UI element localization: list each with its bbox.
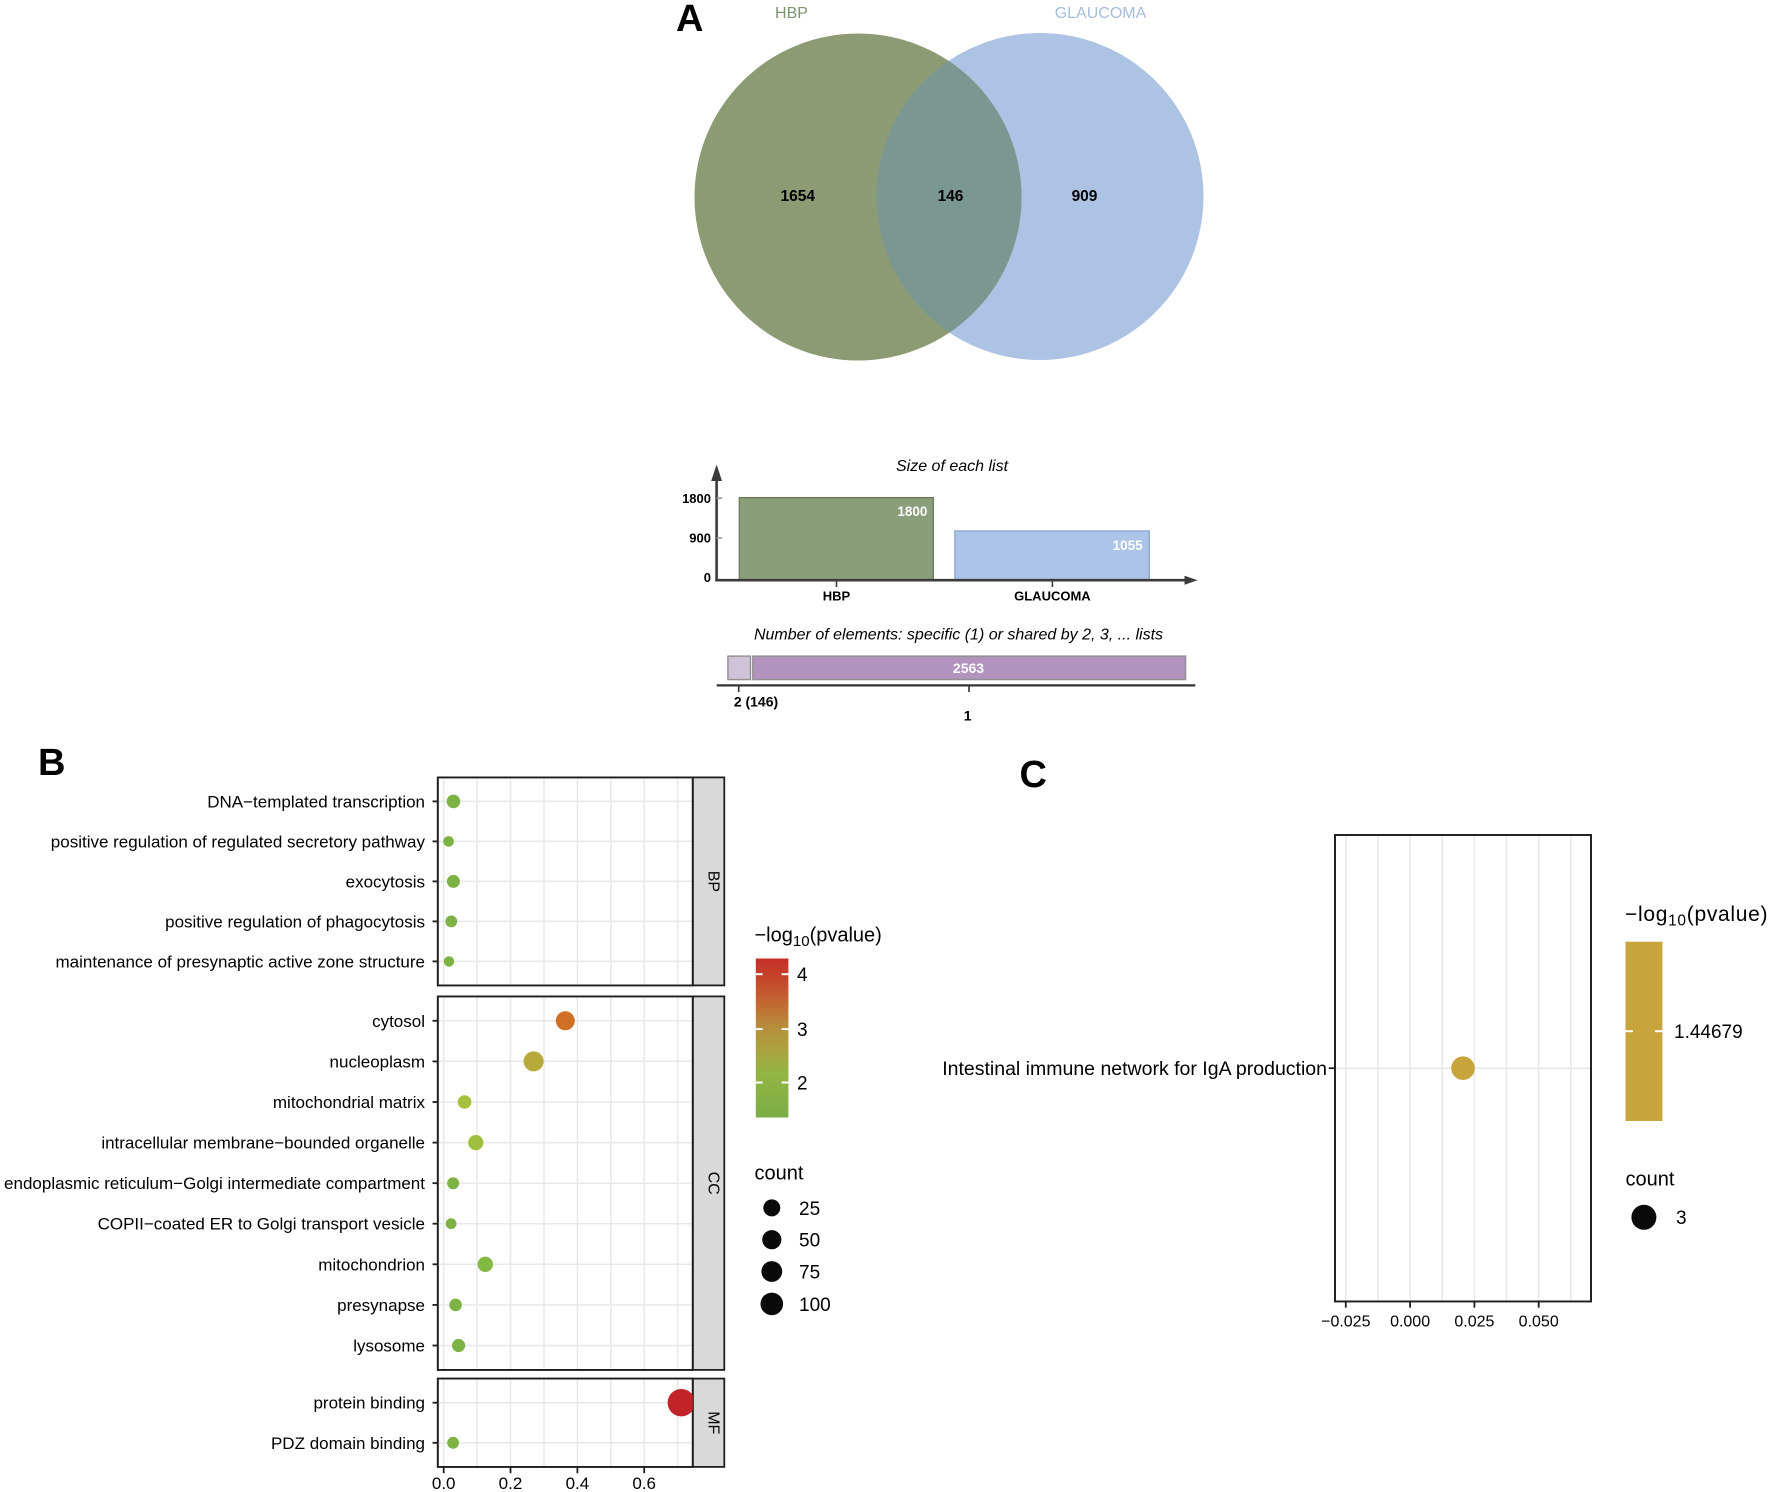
svg-text:lysosome: lysosome: [353, 1337, 425, 1356]
svg-text:mitochondrion: mitochondrion: [318, 1255, 425, 1274]
svg-text:−log10(pvalue): −log10(pvalue): [1625, 903, 1768, 930]
svg-text:25: 25: [799, 1199, 820, 1220]
svg-text:MF: MF: [705, 1411, 722, 1434]
svg-text:count: count: [1626, 1168, 1675, 1190]
svg-text:900: 900: [689, 531, 711, 546]
svg-text:mitochondrial matrix: mitochondrial matrix: [273, 1093, 426, 1112]
svg-text:count: count: [755, 1162, 804, 1184]
svg-text:cytosol: cytosol: [372, 1012, 425, 1031]
svg-text:1: 1: [964, 708, 972, 724]
svg-text:COPII−coated ER to Golgi trans: COPII−coated ER to Golgi transport vesic…: [98, 1215, 425, 1234]
svg-text:presynapse: presynapse: [337, 1296, 425, 1315]
svg-text:Intestinal immune network for: Intestinal immune network for IgA produc…: [942, 1058, 1327, 1080]
svg-text:3: 3: [797, 1020, 808, 1041]
svg-text:0.000: 0.000: [1390, 1314, 1430, 1331]
svg-text:HBP: HBP: [823, 589, 851, 604]
svg-text:1800: 1800: [897, 504, 927, 519]
svg-text:0.025: 0.025: [1454, 1314, 1494, 1331]
svg-text:0: 0: [704, 570, 711, 585]
svg-text:1800: 1800: [682, 491, 711, 506]
svg-text:909: 909: [1072, 188, 1098, 205]
svg-text:positive regulation of regulat: positive regulation of regulated secreto…: [51, 832, 426, 851]
svg-text:CC: CC: [705, 1172, 722, 1195]
svg-text:maintenance of presynaptic act: maintenance of presynaptic active zone s…: [56, 952, 425, 971]
svg-text:75: 75: [799, 1262, 820, 1283]
svg-text:BP: BP: [705, 871, 722, 892]
svg-text:4: 4: [797, 965, 808, 986]
svg-text:HBP: HBP: [775, 5, 808, 22]
svg-text:nucleoplasm: nucleoplasm: [330, 1052, 425, 1071]
svg-text:Size of each list: Size of each list: [896, 458, 1009, 475]
svg-text:2563: 2563: [953, 660, 984, 676]
svg-text:PDZ domain binding: PDZ domain binding: [271, 1434, 425, 1453]
svg-text:exocytosis: exocytosis: [346, 872, 425, 891]
svg-text:−log10(pvalue): −log10(pvalue): [755, 925, 882, 951]
svg-text:0.2: 0.2: [499, 1474, 523, 1492]
svg-text:−0.025: −0.025: [1321, 1314, 1370, 1331]
svg-text:Number of elements: specific (: Number of elements: specific (1) or shar…: [754, 627, 1163, 644]
svg-text:1654: 1654: [780, 188, 815, 205]
svg-text:2 (146): 2 (146): [734, 694, 778, 710]
svg-text:0.4: 0.4: [566, 1474, 590, 1492]
svg-text:positive regulation of phagocy: positive regulation of phagocytosis: [165, 912, 425, 931]
svg-text:B: B: [38, 742, 65, 784]
svg-text:endoplasmic reticulum−Golgi in: endoplasmic reticulum−Golgi intermediate…: [4, 1174, 425, 1193]
svg-text:intracellular membrane−bounded: intracellular membrane−bounded organelle: [101, 1134, 425, 1153]
svg-text:50: 50: [799, 1231, 820, 1252]
svg-text:2: 2: [797, 1073, 808, 1094]
svg-text:0.6: 0.6: [632, 1474, 656, 1492]
svg-text:0.0: 0.0: [432, 1474, 456, 1492]
svg-text:GLAUCOMA: GLAUCOMA: [1055, 5, 1147, 22]
svg-text:C: C: [1020, 754, 1047, 796]
svg-text:0.050: 0.050: [1519, 1314, 1559, 1331]
svg-text:A: A: [676, 0, 703, 40]
svg-text:1.44679: 1.44679: [1674, 1022, 1743, 1043]
svg-text:146: 146: [938, 188, 964, 205]
svg-text:1055: 1055: [1113, 538, 1144, 553]
svg-text:3: 3: [1676, 1208, 1687, 1229]
svg-text:100: 100: [799, 1295, 831, 1316]
svg-text:GLAUCOMA: GLAUCOMA: [1014, 589, 1091, 604]
svg-text:DNA−templated transcription: DNA−templated transcription: [207, 792, 425, 811]
svg-text:protein binding: protein binding: [313, 1394, 425, 1413]
